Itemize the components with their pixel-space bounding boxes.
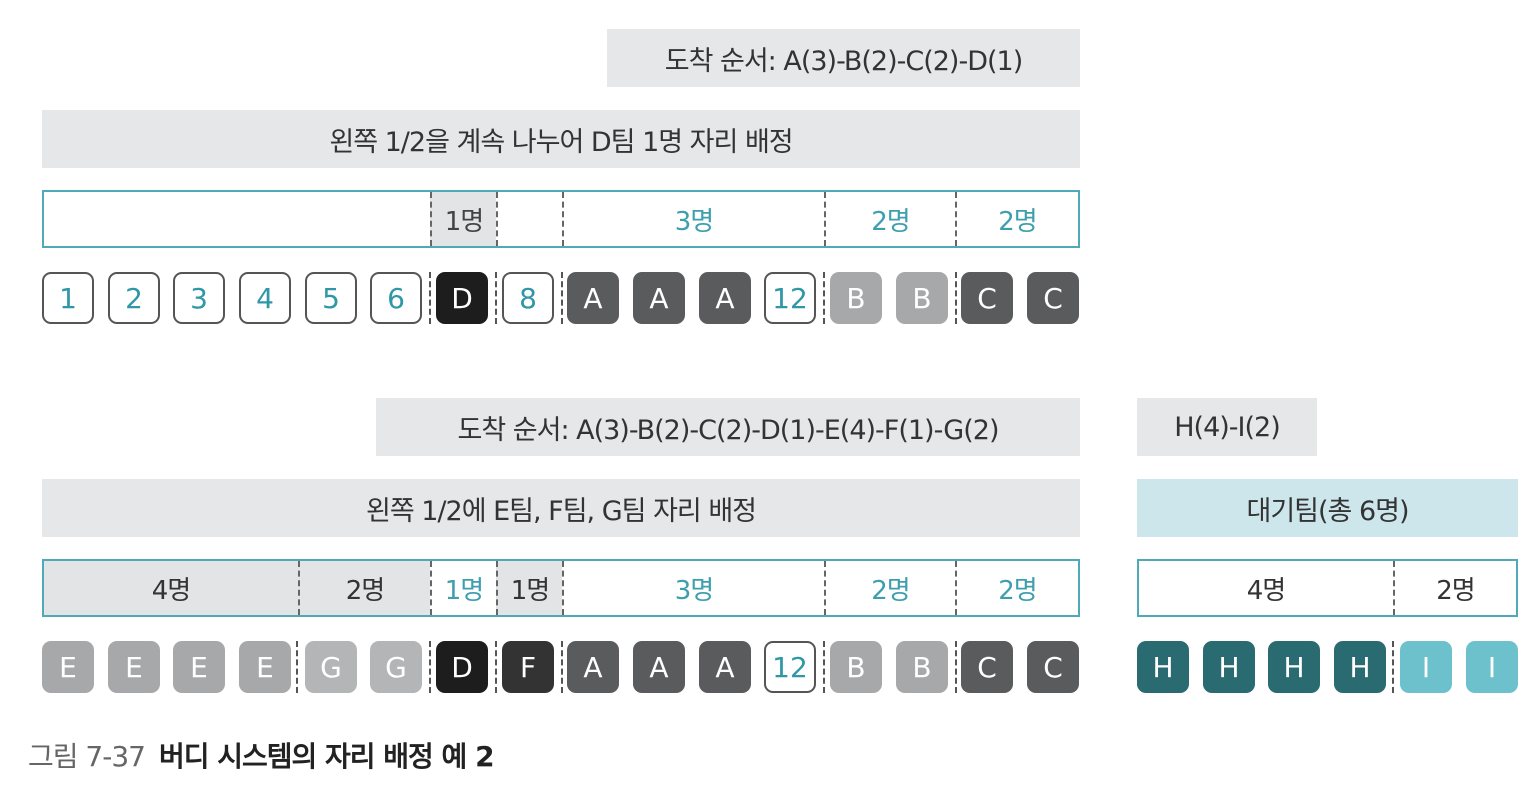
top-divider-4 (823, 272, 825, 324)
bottom-seg-f: 1명 (496, 561, 562, 615)
bottom-cell-4: E (239, 641, 291, 693)
bottom-cell-15: C (961, 641, 1013, 693)
top-cell-7: D (436, 272, 488, 324)
top-header: 왼쪽 1/2을 계속 나누어 D팀 1명 자리 배정 (42, 110, 1080, 168)
bottom-cell-8: F (502, 641, 554, 693)
top-seg-free2 (496, 192, 562, 246)
bottom-cell-11: A (699, 641, 751, 693)
top-seg-free (44, 192, 430, 246)
top-cell-6: 6 (370, 272, 422, 324)
waiting-cell-3: H (1268, 641, 1320, 693)
top-cell-1: 1 (42, 272, 94, 324)
bottom-seg-c: 2명 (955, 561, 1078, 615)
bottom-cell-1: E (42, 641, 94, 693)
bottom-arrival-order: 도착 순서: A(3)-B(2)-C(2)-D(1)-E(4)-F(1)-G(2… (376, 398, 1080, 456)
top-cell-12: 12 (764, 272, 816, 324)
top-cell-3: 3 (173, 272, 225, 324)
waiting-cell-6: I (1466, 641, 1518, 693)
top-divider-5 (955, 272, 957, 324)
bottom-cell-6: G (370, 641, 422, 693)
bottom-seg-e: 4명 (44, 561, 298, 615)
waiting-divider (1392, 641, 1394, 693)
top-divider-2 (495, 272, 497, 324)
waiting-cell-5: I (1400, 641, 1452, 693)
top-cell-14: B (896, 272, 948, 324)
top-divider-3 (561, 272, 563, 324)
bottom-memory-bar: 4명 2명 1명 1명 3명 2명 2명 (42, 559, 1080, 617)
bottom-seg-b: 2명 (824, 561, 955, 615)
top-cell-10: A (633, 272, 685, 324)
bottom-divider-3 (495, 641, 497, 693)
bottom-cell-5: G (305, 641, 357, 693)
top-cell-8: 8 (502, 272, 554, 324)
top-cell-2: 2 (108, 272, 160, 324)
top-cell-15: C (961, 272, 1013, 324)
figure-title: 버디 시스템의 자리 배정 예 2 (158, 740, 495, 773)
bottom-divider-5 (823, 641, 825, 693)
bottom-cell-10: A (633, 641, 685, 693)
top-cell-11: A (699, 272, 751, 324)
top-seg-d: 1명 (430, 192, 496, 246)
top-seg-b: 2명 (824, 192, 955, 246)
bottom-cell-13: B (830, 641, 882, 693)
waiting-seg-h: 4명 (1246, 575, 1286, 606)
top-seg-a: 3명 (562, 192, 824, 246)
bottom-cell-9: A (567, 641, 619, 693)
bottom-cell-16: C (1027, 641, 1079, 693)
waiting-cell-2: H (1203, 641, 1255, 693)
bottom-cell-12: 12 (764, 641, 816, 693)
bottom-cell-14: B (896, 641, 948, 693)
waiting-seg-i: 2명 (1393, 561, 1516, 615)
waiting-bar: 4명 2명 (1137, 559, 1518, 617)
bottom-cell-7: D (436, 641, 488, 693)
top-divider-1 (429, 272, 431, 324)
top-cell-16: C (1027, 272, 1079, 324)
bottom-seg-d: 1명 (430, 561, 496, 615)
bottom-header: 왼쪽 1/2에 E팀, F팀, G팀 자리 배정 (42, 479, 1080, 537)
waiting-cell-1: H (1137, 641, 1189, 693)
bottom-divider-1 (296, 641, 298, 693)
bottom-cell-3: E (173, 641, 225, 693)
top-memory-bar: 1명 3명 2명 2명 (42, 190, 1080, 248)
bottom-divider-6 (955, 641, 957, 693)
top-arrival-order: 도착 순서: A(3)-B(2)-C(2)-D(1) (607, 29, 1080, 87)
waiting-order: H(4)-I(2) (1137, 398, 1317, 456)
top-cell-9: A (567, 272, 619, 324)
figure-number: 그림 7-37 (28, 740, 146, 773)
top-cell-5: 5 (305, 272, 357, 324)
waiting-cell-4: H (1334, 641, 1386, 693)
bottom-seg-g: 2명 (298, 561, 430, 615)
bottom-seg-a: 3명 (562, 561, 824, 615)
top-cell-13: B (830, 272, 882, 324)
bottom-cell-2: E (108, 641, 160, 693)
figure-caption: 그림 7-37 버디 시스템의 자리 배정 예 2 (28, 735, 495, 775)
waiting-header: 대기팀(총 6명) (1137, 479, 1518, 537)
bottom-divider-2 (429, 641, 431, 693)
bottom-divider-4 (561, 641, 563, 693)
top-seg-c: 2명 (955, 192, 1078, 246)
top-cell-4: 4 (239, 272, 291, 324)
